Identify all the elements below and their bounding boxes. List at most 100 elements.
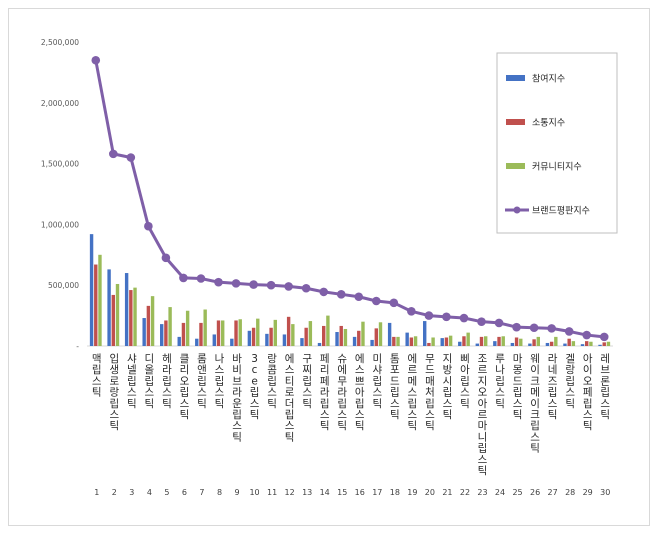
bar <box>326 315 330 346</box>
bar <box>554 336 558 346</box>
bar <box>168 307 172 346</box>
bar <box>199 322 203 346</box>
bar <box>247 330 252 346</box>
rank-labels: 1 2 3 4 5 6 7 8 9 10 11 12 13 14 15 16 17 18 19 20 21 22 23 24 2… <box>94 488 610 497</box>
line-point <box>336 290 346 299</box>
line-point <box>494 318 504 328</box>
legend-swatch <box>506 163 525 169</box>
bar <box>216 320 221 346</box>
line-point <box>599 332 609 342</box>
rank-label: 18 <box>390 488 400 497</box>
bar <box>212 334 216 346</box>
bar <box>567 338 571 346</box>
bar <box>519 338 523 346</box>
rank-label: 21 <box>442 488 452 497</box>
bar <box>230 338 234 346</box>
rank-label: 13 <box>302 488 312 497</box>
bar <box>185 310 190 346</box>
bar <box>111 294 115 346</box>
bar <box>532 339 536 346</box>
bar <box>585 341 589 346</box>
line-point <box>564 327 574 336</box>
bar <box>440 338 444 346</box>
legend-label: 소통지수 <box>532 118 565 129</box>
bar <box>107 269 111 346</box>
rank-label: 12 <box>285 488 295 497</box>
line-point <box>249 280 258 289</box>
line-point <box>372 296 381 306</box>
chart-frame: - 500,000 1,000,000 1,500,000 2,000,000 2,500… <box>8 8 650 526</box>
bar <box>357 330 361 346</box>
rank-label: 28 <box>565 488 575 497</box>
bar <box>501 336 505 346</box>
legend-swatch <box>506 75 525 81</box>
bar <box>115 283 120 346</box>
bar <box>497 336 501 346</box>
bar <box>423 321 427 346</box>
bar <box>571 341 576 346</box>
bar <box>160 324 164 346</box>
bar <box>387 322 392 346</box>
bar <box>238 319 242 346</box>
bar <box>343 328 348 346</box>
bar <box>308 321 313 346</box>
line-point <box>214 277 223 287</box>
bar <box>409 337 414 346</box>
rank-label: 26 <box>530 488 540 497</box>
rank-label: 25 <box>512 488 522 497</box>
line-point <box>424 311 434 320</box>
line-point <box>529 323 539 333</box>
bar <box>370 339 374 346</box>
bar <box>378 322 383 346</box>
bar <box>598 344 602 346</box>
bar <box>602 342 606 346</box>
bar <box>335 332 339 346</box>
line-point <box>284 282 293 291</box>
bar <box>536 336 540 346</box>
bars <box>89 234 611 346</box>
bar <box>405 332 409 346</box>
bar <box>444 337 449 346</box>
bar <box>234 320 238 346</box>
bar <box>94 264 98 346</box>
legend-marker <box>513 206 521 214</box>
legend-box <box>496 52 618 234</box>
bar <box>528 343 532 346</box>
bar <box>479 336 484 346</box>
bar <box>545 342 550 346</box>
rank-label: 29 <box>583 488 593 497</box>
bar <box>510 342 515 346</box>
reputation-line <box>91 55 609 342</box>
line-point <box>144 221 153 231</box>
bar <box>142 318 146 346</box>
bar <box>150 296 155 346</box>
rank-label: 4 <box>147 488 152 497</box>
rank-label: 30 <box>600 488 610 497</box>
line-point <box>512 322 521 332</box>
bar <box>221 320 225 346</box>
rank-label: 17 <box>372 488 382 497</box>
bar <box>195 338 199 346</box>
rank-label: 2 <box>112 488 117 497</box>
bar <box>427 342 431 346</box>
bar <box>124 273 129 346</box>
line-point <box>91 55 101 65</box>
legend-label: 브랜드평판지수 <box>532 206 590 217</box>
bar <box>89 234 94 346</box>
bar <box>352 336 357 346</box>
line-point <box>109 149 118 159</box>
line-point <box>266 280 276 290</box>
bar <box>549 341 554 346</box>
bar <box>466 332 470 346</box>
bar <box>98 254 102 346</box>
